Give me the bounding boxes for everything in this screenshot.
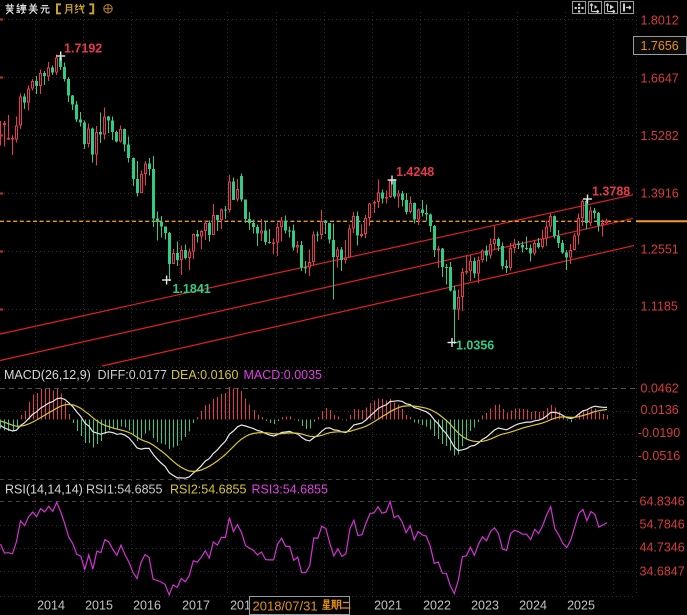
svg-text:1.2551: 1.2551 [641,243,679,257]
svg-text:2014: 2014 [37,599,65,613]
svg-text:2023: 2023 [471,599,499,613]
svg-text:1.7192: 1.7192 [64,42,102,56]
svg-text:1.4248: 1.4248 [396,165,434,179]
svg-text:2024: 2024 [519,599,547,613]
svg-text:2017: 2017 [182,599,210,613]
svg-text:2016: 2016 [133,599,161,613]
svg-text:34.6847: 34.6847 [640,565,685,579]
svg-text:0.0136: 0.0136 [641,403,679,417]
svg-text:RSI2:54.6855: RSI2:54.6855 [170,483,246,497]
svg-text:-0.0516: -0.0516 [638,449,680,463]
svg-text:RSI3:54.6855: RSI3:54.6855 [252,483,328,497]
svg-text:2015: 2015 [85,599,113,613]
svg-text:1.3916: 1.3916 [641,187,679,201]
svg-text:2021: 2021 [374,599,402,613]
svg-text:1.3788: 1.3788 [592,185,630,199]
svg-text:1.6647: 1.6647 [641,72,679,86]
svg-text:1.7656: 1.7656 [641,39,679,53]
svg-text:54.7846: 54.7846 [640,517,685,531]
svg-text:0.0462: 0.0462 [641,381,679,395]
svg-text:1.1185: 1.1185 [641,300,678,314]
svg-text:1.0356: 1.0356 [456,339,494,353]
svg-text:44.7346: 44.7346 [640,541,685,555]
svg-text:RSI1:54.6855: RSI1:54.6855 [86,483,162,497]
svg-text:-0.0190: -0.0190 [638,426,680,440]
svg-text:MACD:0.0035: MACD:0.0035 [244,368,323,382]
svg-text:2018/07/31: 2018/07/31 [253,599,318,614]
svg-text:1.8012: 1.8012 [641,14,679,28]
svg-text:1.5282: 1.5282 [641,129,679,143]
svg-text:2025: 2025 [567,599,595,613]
svg-text:DIFF:0.0177: DIFF:0.0177 [98,368,168,382]
svg-text:MACD(26,12,9): MACD(26,12,9) [4,368,91,382]
svg-text:1.1841: 1.1841 [173,282,211,296]
svg-text:RSI(14,14,14): RSI(14,14,14) [5,483,83,497]
svg-text:DEA:0.0160: DEA:0.0160 [171,368,238,382]
svg-text:64.8346: 64.8346 [640,495,685,509]
svg-text:2022: 2022 [423,599,451,613]
